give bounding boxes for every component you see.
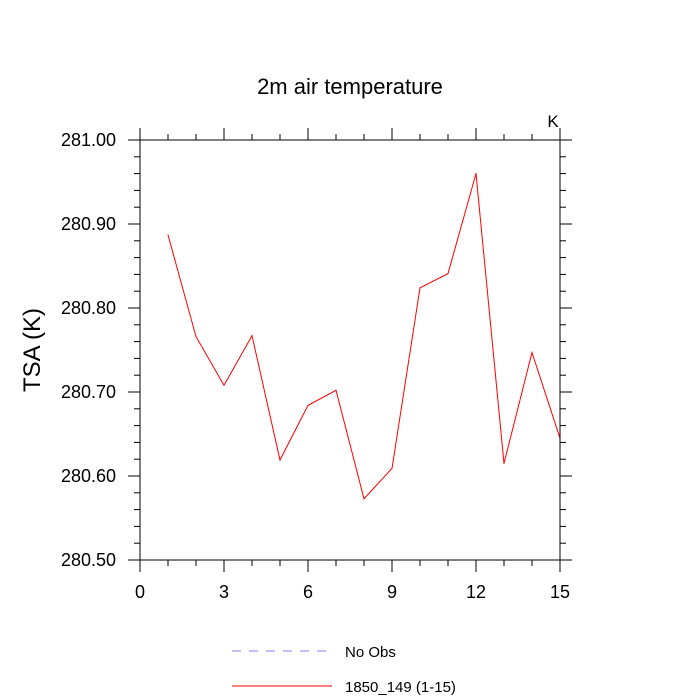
legend-label: 1850_149 (1-15) xyxy=(345,679,456,696)
data-point xyxy=(531,351,533,354)
series-layer xyxy=(167,173,561,500)
x-tick-label: 15 xyxy=(550,582,570,602)
data-point xyxy=(223,384,225,386)
y-tick-label: 280.70 xyxy=(61,382,116,402)
y-tick-label: 280.50 xyxy=(61,550,116,570)
legend-label: No Obs xyxy=(345,644,396,661)
data-point xyxy=(307,404,309,407)
y-tick-label: 280.60 xyxy=(61,466,116,486)
data-point xyxy=(251,335,253,337)
data-point xyxy=(167,234,169,236)
data-point xyxy=(447,272,449,275)
plot-frame xyxy=(139,139,561,561)
y-tick-label: 280.90 xyxy=(61,214,116,234)
data-point xyxy=(363,498,365,500)
data-point xyxy=(335,389,337,391)
y-axis-label: TSA (K) xyxy=(19,308,46,392)
data-point xyxy=(419,287,421,289)
x-tick-label: 0 xyxy=(135,582,145,602)
x-tick-label: 12 xyxy=(466,582,486,602)
x-tick-label: 6 xyxy=(303,582,313,602)
data-point xyxy=(391,467,393,470)
unit-label: K xyxy=(547,112,559,131)
data-point xyxy=(503,462,505,464)
axis-ticks: 0 3 6 9 12 15 280.50 280.60 280.70 280.80 280.90 28… xyxy=(61,128,572,602)
y-tick-label: 281.00 xyxy=(61,130,116,150)
legend: No Obs 1850_149 (1-15) xyxy=(232,644,456,696)
x-tick-label: 3 xyxy=(219,582,229,602)
chart-title: 2m air temperature xyxy=(257,74,443,99)
data-point xyxy=(279,459,281,461)
data-point xyxy=(475,173,477,175)
series-line xyxy=(167,173,561,500)
data-point xyxy=(195,335,197,338)
y-tick-label: 280.80 xyxy=(61,298,116,318)
x-tick-label: 9 xyxy=(387,582,397,602)
